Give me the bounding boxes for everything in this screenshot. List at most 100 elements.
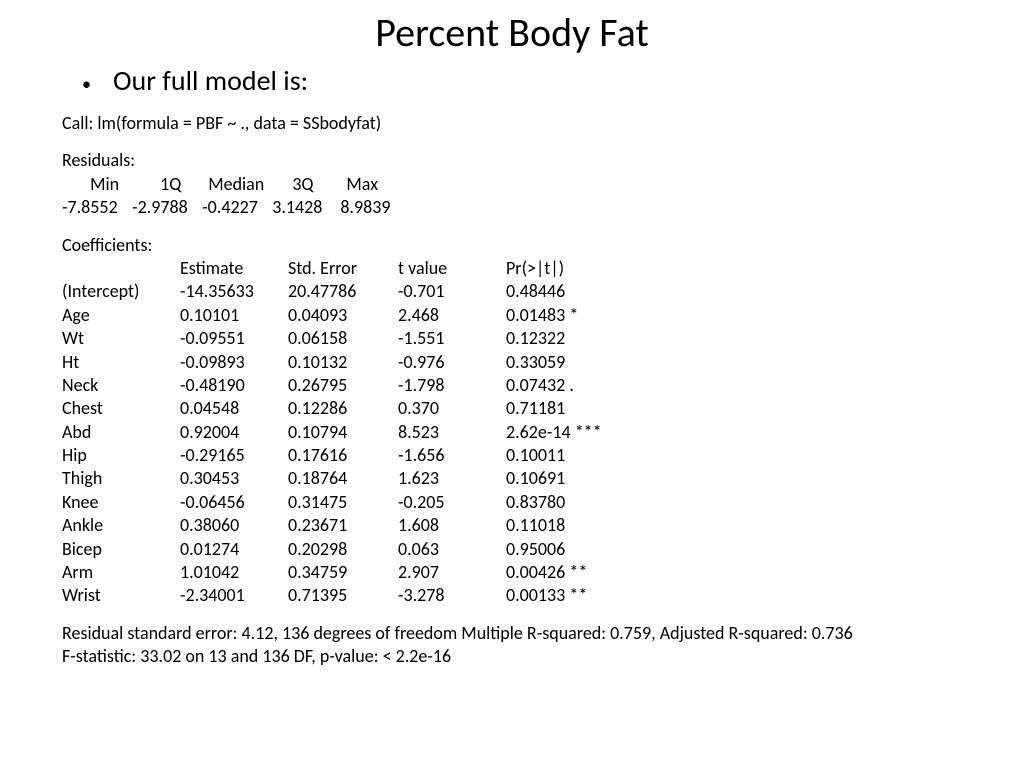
table-cell: 0.38060 xyxy=(180,514,288,537)
table-cell: 0.10691 xyxy=(506,467,646,490)
table-cell: 0.12286 xyxy=(288,397,398,420)
table-cell: -1.551 xyxy=(398,327,506,350)
table-cell: 0.01274 xyxy=(180,538,288,561)
table-cell: Chest xyxy=(62,397,180,420)
table-cell: 0.07432 . xyxy=(506,374,646,397)
model-output: Call: lm(formula = PBF ~ ., data = SSbod… xyxy=(62,112,964,669)
table-cell: 0.83780 xyxy=(506,491,646,514)
table-row: Thigh0.304530.187641.6230.10691 xyxy=(62,467,646,490)
table-row: Neck-0.481900.26795-1.7980.07432 . xyxy=(62,374,646,397)
residual-1q: -2.9788 xyxy=(132,196,198,219)
table-row: Abd0.920040.107948.5232.62e-14 *** xyxy=(62,421,646,444)
table-cell: Abd xyxy=(62,421,180,444)
bullet-icon: • xyxy=(82,70,91,98)
table-cell: 0.92004 xyxy=(180,421,288,444)
residual-col-max: Max xyxy=(346,173,378,196)
table-cell: (Intercept) xyxy=(62,280,180,303)
table-cell: -0.205 xyxy=(398,491,506,514)
table-cell: 20.47786 xyxy=(288,280,398,303)
table-cell: 0.10011 xyxy=(506,444,646,467)
table-row: Chest0.045480.122860.3700.71181 xyxy=(62,397,646,420)
table-cell: 0.33059 xyxy=(506,351,646,374)
table-cell: 0.31475 xyxy=(288,491,398,514)
table-cell: Arm xyxy=(62,561,180,584)
table-cell: Wt xyxy=(62,327,180,350)
table-row: Bicep0.012740.202980.0630.95006 xyxy=(62,538,646,561)
table-cell: Age xyxy=(62,304,180,327)
residual-min: -7.8552 xyxy=(62,196,128,219)
table-cell: -0.06456 xyxy=(180,491,288,514)
bullet-text: Our full model is: xyxy=(113,63,308,98)
table-row: Hip-0.291650.17616-1.6560.10011 xyxy=(62,444,646,467)
table-cell: 0.00133 ** xyxy=(506,584,646,607)
table-header-cell: Pr(>|t|) xyxy=(506,257,646,280)
table-cell: 1.608 xyxy=(398,514,506,537)
table-cell: 0.48446 xyxy=(506,280,646,303)
table-cell: 0.12322 xyxy=(506,327,646,350)
table-header-cell: Std. Error xyxy=(288,257,398,280)
table-cell: 0.11018 xyxy=(506,514,646,537)
table-cell: 0.95006 xyxy=(506,538,646,561)
residual-max: 8.9839 xyxy=(340,196,390,219)
table-cell: -0.09893 xyxy=(180,351,288,374)
table-cell: 0.26795 xyxy=(288,374,398,397)
table-row: Wrist-2.340010.71395-3.2780.00133 ** xyxy=(62,584,646,607)
footer-line-2: F-statistic: 33.02 on 13 and 136 DF, p-v… xyxy=(62,645,964,668)
table-row: Ankle0.380600.236711.6080.11018 xyxy=(62,514,646,537)
table-cell: 0.00426 ** xyxy=(506,561,646,584)
table-cell: 0.10132 xyxy=(288,351,398,374)
table-cell: 0.370 xyxy=(398,397,506,420)
table-cell: Thigh xyxy=(62,467,180,490)
table-cell: 2.62e-14 *** xyxy=(506,421,646,444)
slide-container: Percent Body Fat • Our full model is: Ca… xyxy=(0,0,1024,681)
table-cell: 1.623 xyxy=(398,467,506,490)
table-cell: -1.656 xyxy=(398,444,506,467)
page-title: Percent Body Fat xyxy=(60,8,964,57)
table-cell: 0.04093 xyxy=(288,304,398,327)
table-row: Arm1.010420.347592.9070.00426 ** xyxy=(62,561,646,584)
residuals-values: -7.8552 -2.9788 -0.4227 3.1428 8.9839 xyxy=(62,196,964,219)
coefficients-label: Coefficients: xyxy=(62,234,964,257)
table-cell: 2.468 xyxy=(398,304,506,327)
coefficients-table: EstimateStd. Errort valuePr(>|t|)(Interc… xyxy=(62,257,646,608)
table-cell: -0.09551 xyxy=(180,327,288,350)
table-cell: Knee xyxy=(62,491,180,514)
table-cell: -0.976 xyxy=(398,351,506,374)
residual-col-min: Min xyxy=(90,173,156,196)
footer-stats: Residual standard error: 4.12, 136 degre… xyxy=(62,622,964,669)
table-cell: 0.20298 xyxy=(288,538,398,561)
table-header-cell: Estimate xyxy=(180,257,288,280)
table-cell: 0.23671 xyxy=(288,514,398,537)
table-row: Knee-0.064560.31475-0.2050.83780 xyxy=(62,491,646,514)
table-cell: -0.48190 xyxy=(180,374,288,397)
table-cell: 1.01042 xyxy=(180,561,288,584)
table-cell: 0.17616 xyxy=(288,444,398,467)
bullet-row: • Our full model is: xyxy=(82,63,964,98)
residual-col-1q: 1Q xyxy=(160,173,204,196)
call-line: Call: lm(formula = PBF ~ ., data = SSbod… xyxy=(62,112,964,135)
table-cell: 8.523 xyxy=(398,421,506,444)
table-cell: Ht xyxy=(62,351,180,374)
table-header-row: EstimateStd. Errort valuePr(>|t|) xyxy=(62,257,646,280)
residual-col-median: Median xyxy=(208,173,288,196)
table-row: Age0.101010.040932.4680.01483 * xyxy=(62,304,646,327)
table-cell: 0.063 xyxy=(398,538,506,561)
table-row: (Intercept)-14.3563320.47786-0.7010.4844… xyxy=(62,280,646,303)
table-cell: 0.34759 xyxy=(288,561,398,584)
table-cell: 0.71395 xyxy=(288,584,398,607)
table-header-cell: t value xyxy=(398,257,506,280)
footer-line-1: Residual standard error: 4.12, 136 degre… xyxy=(62,622,964,645)
table-cell: -0.29165 xyxy=(180,444,288,467)
table-cell: Hip xyxy=(62,444,180,467)
table-cell: 0.18764 xyxy=(288,467,398,490)
table-cell: 0.10101 xyxy=(180,304,288,327)
residual-col-3q: 3Q xyxy=(292,173,342,196)
table-cell: 0.10794 xyxy=(288,421,398,444)
table-cell: 2.907 xyxy=(398,561,506,584)
table-cell: -14.35633 xyxy=(180,280,288,303)
table-cell: 0.04548 xyxy=(180,397,288,420)
residual-3q: 3.1428 xyxy=(272,196,336,219)
table-row: Ht-0.098930.10132-0.9760.33059 xyxy=(62,351,646,374)
table-cell: -1.798 xyxy=(398,374,506,397)
table-cell: -0.701 xyxy=(398,280,506,303)
